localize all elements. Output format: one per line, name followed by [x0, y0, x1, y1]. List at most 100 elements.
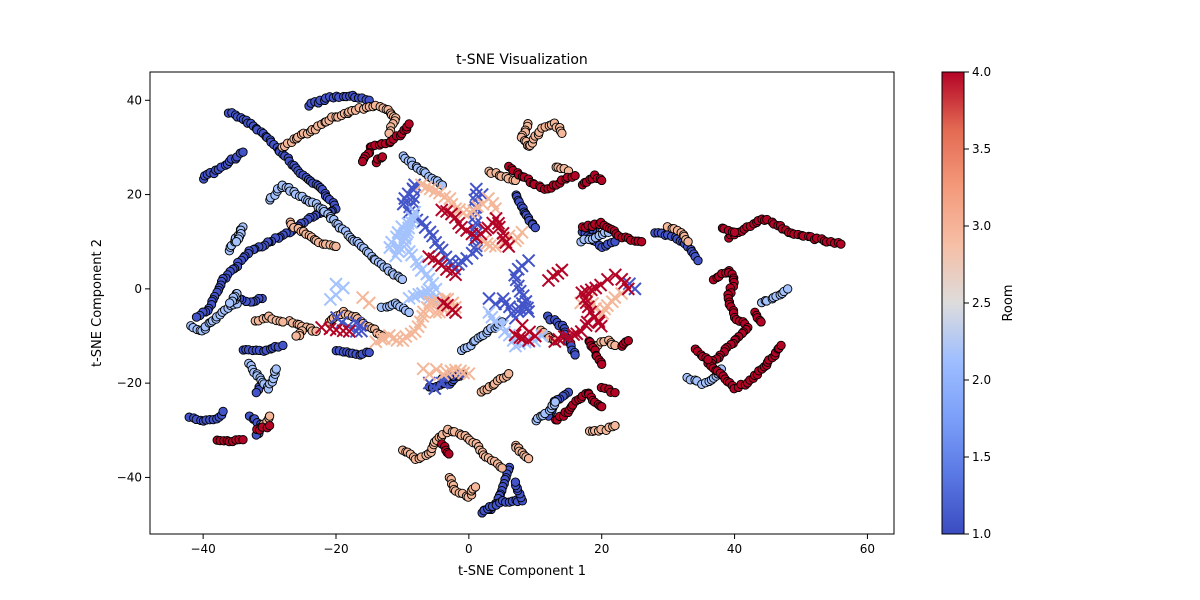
point-circle [636, 237, 647, 247]
point-circle [836, 239, 846, 249]
point-cross [521, 334, 536, 348]
point-cross [401, 221, 416, 235]
colorbar-gradient [941, 71, 965, 535]
point-cross [566, 327, 581, 342]
x-tick-label: −40 [190, 542, 215, 556]
point-cross [527, 334, 542, 348]
point-cross [469, 243, 484, 257]
point-cross [507, 268, 522, 282]
point-circle [597, 359, 607, 369]
y-axis-label: t-SNE Component 2 [90, 239, 105, 367]
point-circle [530, 222, 540, 233]
point-circle [683, 237, 693, 247]
point-circle [776, 340, 786, 351]
point-circle [364, 347, 374, 358]
point-cross [336, 281, 350, 295]
point-cross [402, 291, 416, 305]
plot-frame [149, 71, 895, 535]
colorbar-tick-label: 2.0 [972, 373, 991, 387]
colorbar-label: Room [1001, 284, 1016, 321]
point-cross [456, 206, 471, 220]
y-axis: −40 −20 0 20 40 [117, 93, 150, 484]
point-circle [444, 449, 454, 459]
point-circle [693, 255, 703, 266]
point-circle [278, 317, 288, 327]
point-cross [515, 225, 529, 239]
point-circle [291, 331, 301, 341]
point-cross [492, 220, 507, 234]
colorbar-ticks: 1.0 1.5 2.0 2.5 3.0 3.5 4.0 [964, 65, 991, 541]
point-cross [555, 263, 569, 277]
point-circle [756, 317, 766, 327]
point-cross [462, 367, 476, 381]
point-cross [448, 305, 463, 320]
point-cross [329, 277, 343, 291]
point-cross [428, 305, 443, 320]
point-circle [231, 237, 242, 247]
point-circle [404, 119, 414, 129]
x-tick-label: −20 [323, 542, 348, 556]
colorbar-tick-label: 3.5 [972, 142, 991, 156]
point-cross [429, 362, 444, 377]
point-cross [462, 205, 477, 220]
point-cross [354, 324, 369, 338]
point-cross [419, 180, 434, 194]
point-cross [614, 286, 629, 301]
point-circle [238, 147, 248, 157]
point-circle [610, 387, 620, 398]
point-circle [357, 156, 368, 167]
point-cross [374, 332, 389, 346]
point-circle [191, 312, 202, 322]
point-cross [469, 188, 484, 202]
x-axis: −40 −20 0 20 40 60 [190, 534, 875, 556]
point-cross [390, 333, 404, 348]
point-cross [398, 230, 412, 244]
colorbar: 1.0 1.5 2.0 2.5 3.0 3.5 4.0 Room [941, 65, 1016, 541]
y-tick-label: −20 [117, 376, 142, 390]
point-circle [510, 477, 521, 487]
point-circle [311, 326, 321, 336]
colorbar-tick-label: 4.0 [972, 65, 991, 79]
point-circle [729, 227, 740, 237]
point-cross [528, 329, 542, 343]
point-circle [550, 397, 560, 407]
colorbar-tick-label: 1.0 [972, 527, 991, 541]
point-cross [600, 272, 615, 287]
point-circle [570, 171, 580, 181]
point-circle [331, 241, 341, 252]
point-circle [377, 152, 388, 162]
point-cross [579, 295, 593, 310]
point-cross [406, 211, 420, 225]
colorbar-tick-label: 2.5 [972, 296, 991, 310]
point-circle [278, 340, 288, 351]
point-circle [597, 402, 607, 412]
point-cross [513, 330, 527, 345]
point-cross [621, 282, 635, 296]
x-tick-label: 0 [465, 542, 473, 556]
point-circle [497, 463, 507, 473]
point-circle [783, 284, 793, 294]
point-circle [597, 175, 607, 186]
point-cross [435, 203, 449, 217]
point-circle [264, 420, 275, 431]
x-tick-label: 40 [727, 542, 742, 556]
point-cross [428, 184, 442, 198]
point-cross [584, 283, 599, 297]
point-cross [422, 367, 437, 382]
point-cross [415, 309, 430, 324]
point-circle [470, 482, 481, 492]
y-tick-label: −40 [117, 470, 142, 484]
point-cross [483, 238, 497, 253]
point-cross [448, 268, 463, 282]
point-cross [436, 296, 451, 310]
point-cross [389, 249, 403, 263]
x-tick-label: 20 [594, 542, 609, 556]
point-circle [225, 298, 235, 308]
point-cross [353, 318, 368, 333]
point-cross [342, 324, 356, 338]
point-circle [218, 406, 228, 417]
point-cross [444, 364, 458, 378]
point-cross [448, 363, 463, 377]
point-circle [523, 453, 534, 464]
